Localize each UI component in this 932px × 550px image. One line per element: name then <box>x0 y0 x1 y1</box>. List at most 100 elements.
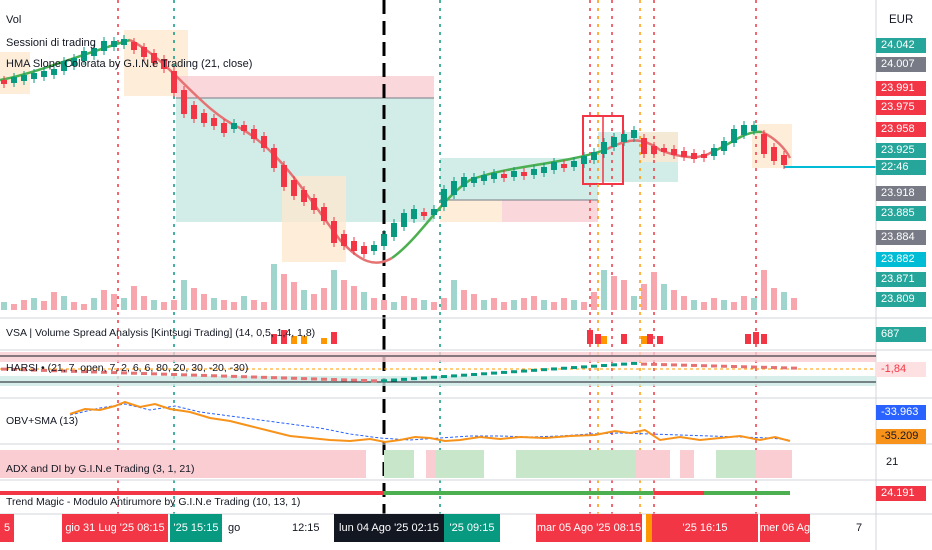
harsi-candle <box>1 367 7 371</box>
legend-vol: Vol <box>6 14 22 26</box>
candle <box>221 123 227 133</box>
candle <box>701 154 707 158</box>
harsi-candle <box>331 378 337 382</box>
candle <box>491 173 497 179</box>
candle <box>141 47 147 57</box>
candle <box>231 123 237 129</box>
harsi-candles <box>1 361 797 383</box>
volume-bar <box>231 302 237 310</box>
volume-bar <box>271 264 277 310</box>
harsi-candle <box>201 373 207 377</box>
candle <box>611 137 617 147</box>
adx-block <box>0 450 36 478</box>
harsi-candle <box>351 378 357 382</box>
adx-blocks <box>0 450 792 478</box>
harsi-candle <box>541 368 547 372</box>
volume-bar <box>541 300 547 310</box>
candle <box>521 172 527 176</box>
volume-bar <box>621 280 627 310</box>
harsi-candle <box>241 375 247 379</box>
volume-bars <box>1 264 797 310</box>
harsi-candle <box>91 370 97 374</box>
candle <box>61 61 67 71</box>
volume-bar <box>11 304 17 310</box>
harsi-candle <box>221 374 227 378</box>
candle <box>121 39 127 45</box>
candle <box>561 164 567 168</box>
candle <box>1 80 7 84</box>
harsi-candle <box>321 377 327 381</box>
candle <box>581 156 587 164</box>
time-label: 12:15 <box>292 522 320 534</box>
candle <box>411 209 417 219</box>
time-label: gio 31 Lug '25 08:15 <box>62 514 168 542</box>
volume-bar <box>581 302 587 310</box>
candle <box>131 42 137 50</box>
candle <box>271 148 277 168</box>
harsi-candle <box>291 376 297 380</box>
volume-bar <box>81 304 87 310</box>
candle <box>451 181 457 195</box>
harsi-value: -1,84 <box>876 362 926 377</box>
volume-bar <box>641 284 647 310</box>
candle <box>381 234 387 246</box>
volume-bar <box>351 286 357 310</box>
volume-bar <box>521 298 527 310</box>
harsi-pane <box>0 352 876 386</box>
harsi-candle <box>41 368 47 372</box>
vsa-bar <box>291 336 297 344</box>
volume-bar <box>191 288 197 310</box>
time-label: mer 06 Ago '25 09:15 <box>760 514 864 542</box>
harsi-candle <box>681 363 687 367</box>
candle <box>471 177 477 183</box>
candle <box>301 190 307 202</box>
harsi-candle <box>551 367 557 371</box>
harsi-candle <box>311 377 317 381</box>
legend-hma: HMA Slope Colorata by G.I.N.e Trading (2… <box>6 58 253 70</box>
time-label: 5 <box>0 514 14 542</box>
harsi-candle <box>711 364 717 368</box>
harsi-candle <box>621 362 627 366</box>
vsa-bar <box>621 334 627 344</box>
candle <box>81 51 87 61</box>
harsi-candle <box>601 363 607 367</box>
harsi-candle <box>261 375 267 379</box>
vsa-bar <box>321 338 327 344</box>
volume-bar <box>741 296 747 310</box>
price-tag: 23.918 <box>876 186 926 201</box>
harsi-candle <box>501 370 507 374</box>
candle <box>211 118 217 126</box>
candle <box>511 171 517 177</box>
volume-bar <box>111 294 117 310</box>
candle <box>31 73 37 79</box>
candle <box>631 130 637 138</box>
harsi-candle <box>721 364 727 368</box>
volume-bar <box>41 301 47 310</box>
candle <box>601 142 607 154</box>
candle <box>541 167 547 173</box>
harsi-candle <box>481 372 487 376</box>
harsi-candle <box>21 368 27 372</box>
harsi-candle <box>401 377 407 381</box>
volume-bar <box>131 286 137 310</box>
volume-bar <box>431 302 437 310</box>
candle <box>781 155 787 165</box>
time-label: '25 09:15 <box>444 514 500 542</box>
volume-bar <box>561 298 567 310</box>
time-label: '25 15:15 <box>170 514 222 542</box>
candle <box>151 53 157 63</box>
currency-label[interactable]: EUR <box>889 14 914 26</box>
harsi-candle <box>301 377 307 381</box>
price-tag: 22:46 <box>876 160 926 175</box>
volume-bar <box>591 292 597 310</box>
vsa-bar <box>657 336 663 344</box>
candle <box>421 212 427 216</box>
vertical-markers <box>117 0 757 514</box>
harsi-candle <box>761 365 767 369</box>
harsi-candle <box>101 370 107 374</box>
pane-title-adx: ADX and DI by G.I.N.e Trading (3, 1, 21) <box>6 463 195 475</box>
vsa-bar <box>281 330 287 344</box>
vsa-value: 687 <box>876 327 926 342</box>
price-tag: 23.884 <box>876 230 926 245</box>
